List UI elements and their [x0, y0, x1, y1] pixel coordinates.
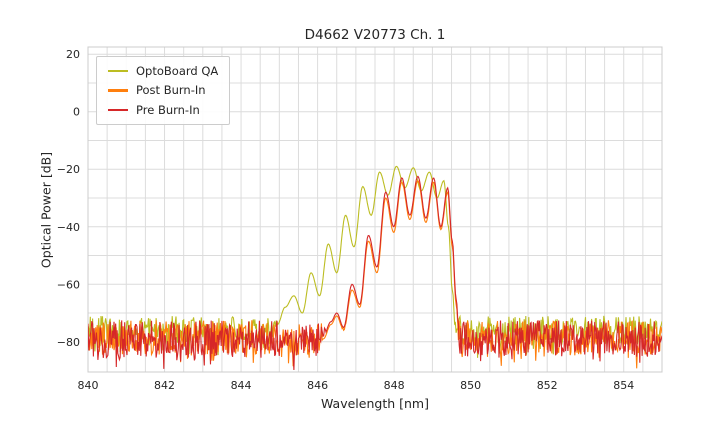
legend-label: OptoBoard QA: [136, 64, 219, 78]
legend: OptoBoard QA Post Burn-In Pre Burn-In: [96, 56, 231, 126]
traces: [88, 165, 662, 371]
x-tick-label: 842: [154, 379, 175, 392]
x-tick-label: 846: [307, 379, 328, 392]
y-axis-label: Optical Power [dB]: [38, 151, 54, 269]
trace-pre-burn-in: [88, 175, 662, 371]
y-tick-label: −80: [57, 336, 80, 349]
x-tick-label: 844: [231, 379, 252, 392]
legend-label: Post Burn-In: [136, 83, 206, 98]
legend-label: Pre Burn-In: [136, 102, 200, 117]
x-tick-label: 854: [613, 379, 634, 392]
x-tick-label: 848: [384, 379, 405, 392]
x-tick-label: 840: [78, 379, 99, 392]
legend-item: Post Burn-In: [108, 83, 218, 97]
x-axis-label: Wavelength [nm]: [321, 396, 429, 411]
legend-swatch-pre-burn-in: [108, 108, 128, 112]
y-tick-label: −60: [57, 278, 80, 291]
legend-item: OptoBoard QA: [108, 64, 218, 78]
legend-swatch-optoboard-qa: [108, 69, 128, 73]
plot-border: [87, 46, 663, 373]
x-tick-label: 850: [460, 379, 481, 392]
y-tick-label: −20: [57, 163, 80, 176]
y-tick-label: −40: [57, 221, 80, 234]
y-tick-label: 20: [66, 48, 80, 61]
y-tick-label: 0: [73, 106, 80, 119]
x-tick-label: 852: [537, 379, 558, 392]
legend-swatch-post-burn-in: [108, 89, 128, 92]
legend-item: Pre Burn-In: [108, 103, 218, 117]
chart-title: D4662 V20773 Ch. 1: [304, 27, 446, 43]
